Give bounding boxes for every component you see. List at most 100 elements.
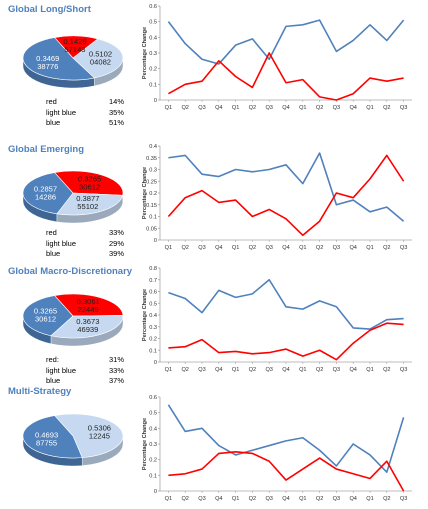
line-chart-global-long-short: 0 0.1 0.2 0.3 0.4 0.5 0.6 Q1 Q2 Q3 Q4 Q1 Q2 Q3 Q4 Q1 Q2 Q… xyxy=(142,4,412,111)
y-tick-label: 0.4 xyxy=(149,35,157,41)
x-tick-label: Q3 xyxy=(333,496,340,502)
x-tick-label: Q2 xyxy=(249,105,256,111)
legend-row-red: red 14% xyxy=(46,97,124,108)
y-tick-label: 0.05 xyxy=(146,226,157,232)
x-tick-label: Q4 xyxy=(349,367,356,373)
x-tick-label: Q1 xyxy=(366,367,373,373)
legend-row-light-blue: light blue 35% xyxy=(46,108,124,119)
legend-label: light blue xyxy=(46,365,77,375)
x-tick-label: Q2 xyxy=(249,367,256,373)
series-line-blue xyxy=(168,152,405,222)
x-tick-label: Q2 xyxy=(249,245,256,251)
legend-label: blue xyxy=(46,249,61,258)
y-tick-label: 0.1 xyxy=(149,82,157,88)
x-tick-label: Q2 xyxy=(383,496,390,502)
x-tick-label: Q2 xyxy=(316,367,323,373)
x-tick-label: Q2 xyxy=(181,496,188,502)
x-tick-label: Q1 xyxy=(299,245,306,251)
y-tick-label: 0.6 xyxy=(149,290,157,296)
y-tick-label: 0.4 xyxy=(149,426,157,432)
y-tick-label: 0.4 xyxy=(149,144,157,150)
pie-slice-label: 0.3877 55102 xyxy=(76,194,99,211)
pie-slice-label: 0.3469 38776 xyxy=(36,54,59,71)
pie-slice-label: 0.4693 87755 xyxy=(35,430,58,447)
legend-label: light blue xyxy=(46,107,77,117)
y-tick-label: 0.6 xyxy=(149,395,157,401)
y-tick-label: 0.5 xyxy=(149,411,157,417)
legend-value: 33% xyxy=(108,228,124,237)
x-tick-label: Q2 xyxy=(316,496,323,502)
legend-row-blue: blue 51% xyxy=(46,118,124,129)
x-tick-label: Q3 xyxy=(400,496,407,502)
pie-slice-label: 0.5102 04082 xyxy=(89,49,112,66)
series-line-blue xyxy=(167,19,405,65)
x-tick-label: Q1 xyxy=(232,496,239,502)
x-tick-label: Q3 xyxy=(400,367,407,373)
x-tick-label: Q4 xyxy=(215,245,222,251)
x-tick-label: Q2 xyxy=(383,367,390,373)
section-title-global-long-short: Global Long/Short xyxy=(8,4,91,15)
x-tick-label: Q2 xyxy=(316,245,323,251)
x-tick-label: Q3 xyxy=(198,105,205,111)
y-tick-label: 0.6 xyxy=(149,4,157,10)
y-tick-label: 0 xyxy=(154,98,157,104)
x-tick-label: Q1 xyxy=(232,105,239,111)
x-tick-label: Q4 xyxy=(282,105,289,111)
x-tick-label: Q4 xyxy=(215,496,222,502)
x-tick-label: Q1 xyxy=(299,105,306,111)
section-title-global-macro-discretionary: Global Macro-Discretionary xyxy=(8,266,133,277)
y-tick-label: 0.3 xyxy=(149,442,157,448)
pie-slice xyxy=(54,413,124,458)
y-tick-label: 0.2 xyxy=(149,67,157,73)
y-tick-label: 0.2 xyxy=(149,191,157,197)
series-line-red xyxy=(168,451,405,492)
x-tick-label: Q1 xyxy=(165,245,172,251)
y-tick-label: 0.15 xyxy=(146,203,157,209)
line-chart-multi-strategy: 0 0.1 0.2 0.3 0.4 0.5 0.6 Q1 Q2 Q3 Q4 Q1 Q2 Q3 Q4 Q1 Q2 Q… xyxy=(142,395,412,502)
x-tick-label: Q2 xyxy=(181,105,188,111)
pie-slice xyxy=(54,170,124,196)
x-tick-label: Q4 xyxy=(215,367,222,373)
y-tick-label: 0.1 xyxy=(149,348,157,354)
x-tick-label: Q1 xyxy=(165,105,172,111)
x-tick-label: Q2 xyxy=(316,105,323,111)
x-tick-label: Q1 xyxy=(232,367,239,373)
pie-slice-label: 0.3265 30612 xyxy=(34,307,57,324)
y-tick-label: 0.5 xyxy=(149,301,157,307)
x-tick-label: Q2 xyxy=(383,245,390,251)
x-tick-label: Q3 xyxy=(265,245,272,251)
y-tick-label: 0.4 xyxy=(149,313,157,319)
legend-row-light-blue: light blue 29% xyxy=(46,239,124,250)
series-line-blue xyxy=(168,278,404,330)
pie-legend-global-macro-discretionary: red: 31% light blue 33% blue 37% xyxy=(46,355,124,387)
x-tick-label: Q3 xyxy=(265,367,272,373)
legend-label: light blue xyxy=(46,238,77,248)
legend-row-blue: blue 37% xyxy=(46,376,124,387)
legend-value: 51% xyxy=(108,118,124,127)
x-tick-label: Q1 xyxy=(366,496,373,502)
x-tick-label: Q3 xyxy=(198,367,205,373)
x-tick-label: Q1 xyxy=(299,496,306,502)
y-tick-label: 0.8 xyxy=(149,266,157,272)
y-axis-title: Percentage Change xyxy=(142,289,148,341)
legend-label: blue xyxy=(46,376,61,385)
y-tick-label: 0 xyxy=(154,238,157,244)
pie-slice-label: 0.3061 22449 xyxy=(77,297,100,314)
x-tick-label: Q1 xyxy=(165,367,172,373)
series-line-red xyxy=(168,322,404,361)
x-tick-label: Q2 xyxy=(181,245,188,251)
x-tick-label: Q4 xyxy=(282,367,289,373)
legend-value: 39% xyxy=(108,249,124,258)
series-line-red xyxy=(168,52,404,101)
legend-value: 37% xyxy=(108,376,124,385)
pie-slice xyxy=(50,315,124,339)
legend-label: red: xyxy=(46,355,59,364)
pie-slice xyxy=(54,293,124,317)
legend-value: 29% xyxy=(108,238,124,248)
x-tick-label: Q4 xyxy=(349,105,356,111)
pie-chart-global-macro-discretionary: 0.3061 22449 0.3673 46939 0.3265 30612 xyxy=(22,293,124,347)
legend-row-blue: blue 39% xyxy=(46,249,124,260)
pie-slice-label: 0.3673 46939 xyxy=(76,317,99,334)
legend-value: 31% xyxy=(108,355,124,364)
